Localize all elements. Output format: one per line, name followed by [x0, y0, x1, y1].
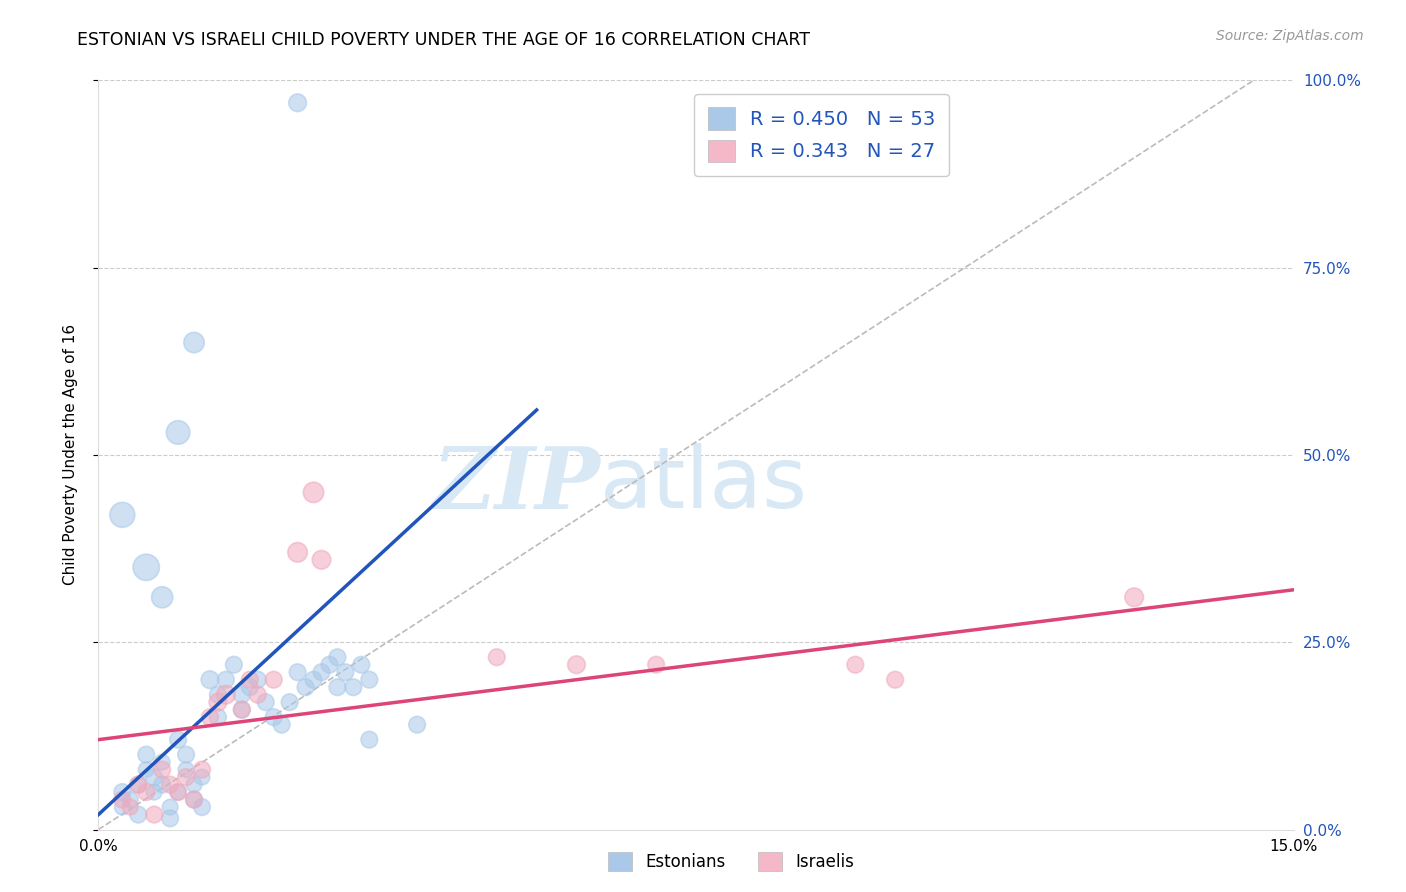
Point [135, 763, 157, 777]
Point [191, 770, 214, 784]
Point [318, 657, 340, 672]
Point [207, 695, 229, 709]
Point [167, 732, 190, 747]
Point [167, 785, 190, 799]
Point [127, 778, 149, 792]
Point [239, 680, 262, 694]
Legend: Estonians, Israelis: Estonians, Israelis [600, 843, 862, 880]
Point [311, 665, 333, 680]
Point [326, 680, 349, 694]
Point [135, 560, 157, 574]
Point [135, 785, 157, 799]
Point [174, 747, 197, 762]
Point [342, 680, 364, 694]
Point [239, 673, 262, 687]
Text: atlas: atlas [600, 443, 808, 526]
Point [302, 485, 325, 500]
Point [294, 680, 316, 694]
Point [485, 650, 508, 665]
Point [167, 785, 190, 799]
Point [143, 770, 166, 784]
Point [191, 763, 214, 777]
Y-axis label: Child Poverty Under the Age of 16: Child Poverty Under the Age of 16 [63, 325, 77, 585]
Point [111, 508, 134, 522]
Point [159, 811, 181, 825]
Text: ESTONIAN VS ISRAELI CHILD POVERTY UNDER THE AGE OF 16 CORRELATION CHART: ESTONIAN VS ISRAELI CHILD POVERTY UNDER … [77, 31, 810, 49]
Point [143, 785, 166, 799]
Point [127, 778, 149, 792]
Point [326, 650, 349, 665]
Point [645, 657, 668, 672]
Point [335, 665, 357, 680]
Point [270, 717, 292, 731]
Legend: R = 0.450   N = 53, R = 0.343   N = 27: R = 0.450 N = 53, R = 0.343 N = 27 [695, 94, 949, 176]
Point [278, 695, 301, 709]
Point [254, 695, 277, 709]
Point [207, 688, 229, 702]
Point [150, 755, 173, 769]
Point [174, 763, 197, 777]
Point [246, 688, 269, 702]
Point [231, 703, 253, 717]
Point [222, 657, 245, 672]
Point [884, 673, 907, 687]
Point [198, 710, 221, 724]
Point [287, 95, 309, 110]
Point [231, 688, 253, 702]
Point [311, 553, 333, 567]
Point [150, 763, 173, 777]
Point [198, 673, 221, 687]
Point [565, 657, 588, 672]
Point [111, 800, 134, 814]
Point [359, 673, 381, 687]
Point [215, 688, 238, 702]
Point [159, 778, 181, 792]
Point [120, 800, 142, 814]
Point [191, 800, 214, 814]
Point [120, 792, 142, 806]
Text: ZIP: ZIP [433, 443, 600, 526]
Point [263, 673, 285, 687]
Point [111, 785, 134, 799]
Point [302, 673, 325, 687]
Point [287, 545, 309, 559]
Point [246, 673, 269, 687]
Point [1123, 591, 1146, 605]
Point [127, 807, 149, 822]
Point [263, 710, 285, 724]
Point [359, 732, 381, 747]
Point [183, 335, 205, 350]
Point [174, 770, 197, 784]
Point [231, 703, 253, 717]
Point [844, 657, 866, 672]
Point [143, 807, 166, 822]
Point [215, 673, 238, 687]
Point [159, 800, 181, 814]
Point [150, 591, 173, 605]
Point [111, 792, 134, 806]
Point [183, 778, 205, 792]
Point [135, 747, 157, 762]
Point [183, 792, 205, 806]
Point [167, 425, 190, 440]
Point [150, 778, 173, 792]
Point [287, 665, 309, 680]
Point [406, 717, 429, 731]
Point [350, 657, 373, 672]
Text: Source: ZipAtlas.com: Source: ZipAtlas.com [1216, 29, 1364, 43]
Point [207, 710, 229, 724]
Point [183, 792, 205, 806]
